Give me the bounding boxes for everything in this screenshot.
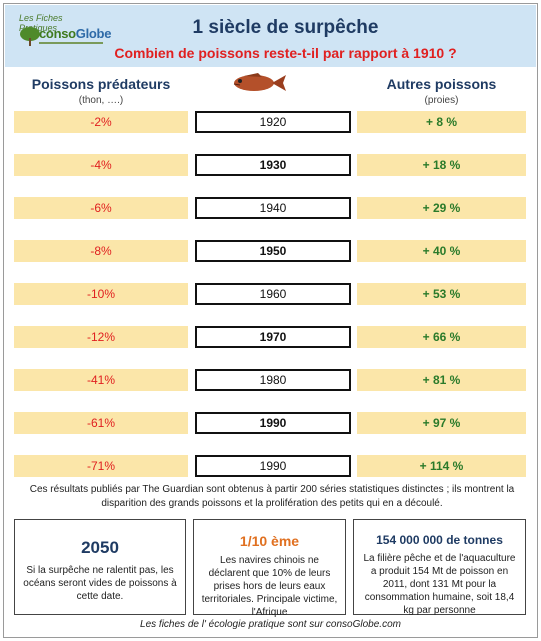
predator-change: -2% (14, 111, 188, 133)
prey-change: + 66 % (357, 326, 526, 348)
table-row: -6% 1940 + 29 % (14, 197, 526, 219)
fact-tonnes-text: La filière pêche et de l'aquaculture a p… (363, 553, 516, 616)
fact-2050-text: Si la surpêche ne ralentit pas, les océa… (23, 565, 177, 602)
fact-box-tenth: 1/10 ème Les navires chinois ne déclaren… (193, 519, 346, 618)
predator-change: -71% (14, 455, 188, 477)
year-label: 1980 (195, 369, 351, 391)
table-row: -8% 1950 + 40 % (14, 240, 526, 262)
logo-caption: Les Fiches Pratiques (19, 13, 63, 33)
predator-change: -10% (14, 283, 188, 305)
year-label: 1970 (195, 326, 351, 348)
page-subtitle: Combien de poissons reste-t-il par rappo… (114, 45, 457, 61)
predator-change: -6% (14, 197, 188, 219)
year-label: 1990 (195, 412, 351, 434)
fact-tenth-text: Les navires chinois ne déclarent que 10%… (201, 555, 338, 618)
predators-column-title: Poissons prédateurs (31, 76, 171, 92)
year-label: 1940 (195, 197, 351, 219)
fact-tenth-title: 1/10 ème (239, 533, 300, 549)
prey-change: + 29 % (357, 197, 526, 219)
source-note: Ces résultats publiés par The Guardian s… (29, 484, 515, 509)
fish-icon (233, 73, 286, 91)
table-row: -61% 1990 + 97 % (14, 412, 526, 434)
logo-brand-globe: Globe (75, 26, 112, 41)
table-row: -71% 1990 + 114 % (14, 455, 526, 477)
year-label: 1920 (195, 111, 351, 133)
prey-change: + 81 % (357, 369, 526, 391)
prey-change: + 114 % (357, 455, 526, 477)
fact-tonnes-title: 154 000 000 de tonnes (376, 533, 503, 547)
logo-tagline-bar (39, 42, 103, 44)
fact-2050-title: 2050 (81, 538, 119, 557)
prey-change: + 40 % (357, 240, 526, 262)
prey-change: + 8 % (357, 111, 526, 133)
footer-credit[interactable]: Les fiches de l' écologie pratique sont … (140, 619, 401, 630)
prey-column-title: Autres poissons (386, 76, 497, 92)
prey-change: + 53 % (357, 283, 526, 305)
table-row: -41% 1980 + 81 % (14, 369, 526, 391)
year-label: 1930 (195, 154, 351, 176)
predator-change: -8% (14, 240, 188, 262)
predator-change: -4% (14, 154, 188, 176)
year-label: 1960 (195, 283, 351, 305)
predator-change: -61% (14, 412, 188, 434)
table-row: -4% 1930 + 18 % (14, 154, 526, 176)
tree-icon (20, 27, 40, 46)
fact-box-2050: 2050 Si la surpêche ne ralentit pas, les… (14, 519, 186, 615)
prey-change: + 18 % (357, 154, 526, 176)
logo-brand-conso: conso (39, 26, 76, 41)
table-row: -12% 1970 + 66 % (14, 326, 526, 348)
header-banner: Les Fiches Pratiques consoGlobe 1 siècle… (5, 5, 536, 67)
prey-column-subtitle: (proies) (424, 95, 459, 106)
table-row: -10% 1960 + 53 % (14, 283, 526, 305)
year-label: 1990 (195, 455, 351, 477)
table-row: -2% 1920 + 8 % (14, 111, 526, 133)
predator-change: -12% (14, 326, 188, 348)
consoglobe-logo[interactable]: Les Fiches Pratiques consoGlobe (19, 13, 111, 53)
year-label: 1950 (195, 240, 351, 262)
page-title: 1 siècle de surpêche (192, 17, 379, 38)
prey-change: + 97 % (357, 412, 526, 434)
predators-column-subtitle: (thon, ….) (78, 95, 124, 106)
fact-box-tonnes: 154 000 000 de tonnes La filière pêche e… (353, 519, 526, 616)
predator-change: -41% (14, 369, 188, 391)
logo-brand: consoGlobe (39, 26, 111, 41)
